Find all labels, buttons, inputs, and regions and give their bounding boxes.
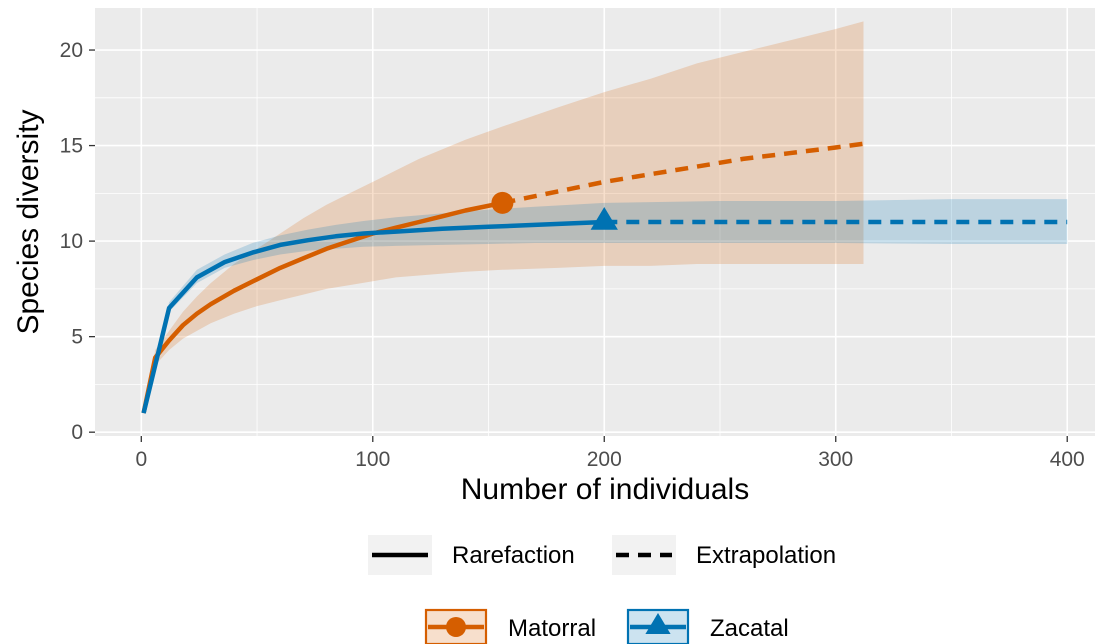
matorral-observed-point — [491, 191, 514, 214]
observed-markers — [491, 191, 618, 230]
y-axis-title: Species diversity — [12, 109, 45, 334]
series-lines — [141, 141, 1068, 414]
x-tick-label: 400 — [1050, 448, 1085, 471]
y-tick-label: 0 — [71, 421, 83, 444]
matorral-rarefaction-line — [141, 200, 503, 414]
axes: 0 100 200 300 400 0 5 10 15 20 — [60, 39, 1085, 471]
zacatal-rarefaction-line — [141, 219, 605, 414]
matorral-confidence-band — [143, 21, 864, 414]
legend-label-extrapolation: Extrapolation — [696, 542, 836, 569]
zacatal-observed-point — [590, 207, 618, 230]
legend-marker-matorral — [446, 617, 466, 637]
y-tick-label: 15 — [60, 135, 83, 158]
x-tick-label: 200 — [587, 448, 622, 471]
x-tick-label: 300 — [818, 448, 853, 471]
legend-label-rarefaction: Rarefaction — [452, 542, 575, 569]
zacatal-confidence-band — [143, 199, 1068, 414]
legend-label-matorral: Matorral — [508, 615, 596, 642]
y-tick-label: 20 — [60, 39, 83, 62]
legend-marker-zacatal — [645, 613, 671, 634]
legend: Rarefaction Extrapolation Matorral Zacatal — [368, 535, 836, 644]
confidence-bands — [143, 21, 1068, 414]
y-tick-label: 10 — [60, 230, 83, 253]
legend-label-zacatal: Zacatal — [710, 615, 789, 642]
y-tick-label: 5 — [71, 326, 83, 349]
matorral-extrapolation-line — [501, 141, 864, 206]
x-tick-label: 100 — [355, 448, 390, 471]
x-tick-label: 0 — [135, 448, 147, 471]
x-axis-title: Number of individuals — [461, 473, 749, 506]
